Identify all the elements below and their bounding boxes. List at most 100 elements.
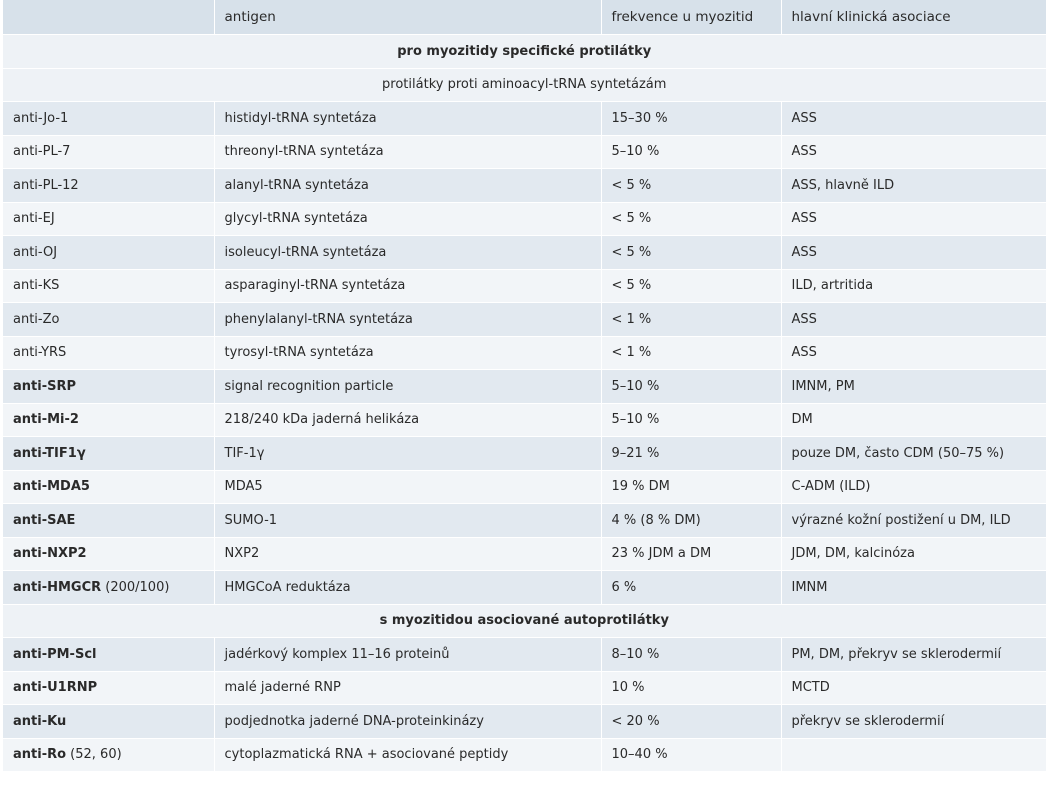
association-cell: ASS — [781, 302, 1047, 337]
header-antibody — [3, 0, 215, 35]
antibody-cell: anti-TIF1γ — [3, 436, 215, 471]
frequency-cell: < 1 % — [601, 302, 782, 337]
section-subtitle: protilátky proti aminoacyl-tRNA syntetáz… — [3, 68, 1047, 102]
antigen-cell: podjednotka jaderné DNA-proteinkinázy — [214, 704, 602, 739]
association-cell: překryv se sklerodermií — [781, 704, 1047, 739]
frequency-cell: 4 % (8 % DM) — [601, 503, 782, 538]
antibody-cell: anti-PL-7 — [3, 135, 215, 169]
table-row: anti-Ro (52, 60) cytoplazmatická RNA + a… — [3, 738, 1047, 772]
antibody-suffix: (200/100) — [101, 579, 170, 595]
antigen-cell: histidyl-tRNA syntetáza — [214, 101, 602, 136]
header-frequency: frekvence u myozitid — [601, 0, 782, 35]
antigen-cell: tyrosyl-tRNA syntetáza — [214, 336, 602, 370]
antibody-cell: anti-Jo-1 — [3, 101, 215, 136]
table-row: anti-HMGCR (200/100) HMGCoA reduktáza 6 … — [3, 570, 1047, 605]
antibody-name: anti-Ro — [13, 747, 67, 763]
table-row: anti-OJ isoleucyl-tRNA syntetáza < 5 % A… — [3, 235, 1047, 270]
table-row: anti-EJ glycyl-tRNA syntetáza < 5 % ASS — [3, 202, 1047, 236]
table-row: anti-Mi-2 218/240 kDa jaderná helikáza 5… — [3, 403, 1047, 437]
antibody-cell: anti-Zo — [3, 302, 215, 337]
table-row: anti-SAE SUMO-1 4 % (8 % DM) výrazné kož… — [3, 503, 1047, 538]
frequency-cell: 5–10 % — [601, 135, 782, 169]
association-cell: ASS — [781, 336, 1047, 370]
association-cell: pouze DM, často CDM (50–75 %) — [781, 436, 1047, 471]
association-cell — [781, 738, 1047, 772]
table-row: anti-YRS tyrosyl-tRNA syntetáza < 1 % AS… — [3, 336, 1047, 370]
association-cell: ILD, artritida — [781, 269, 1047, 303]
association-cell: ASS — [781, 135, 1047, 169]
antigen-cell: threonyl-tRNA syntetáza — [214, 135, 602, 169]
frequency-cell: 6 % — [601, 570, 782, 605]
antibody-cell: anti-SAE — [3, 503, 215, 538]
myositis-antibody-table: antigen frekvence u myozitid hlavní klin… — [3, 0, 1047, 772]
antibody-cell: anti-PL-12 — [3, 168, 215, 203]
antibody-cell: anti-YRS — [3, 336, 215, 370]
antigen-cell: 218/240 kDa jaderná helikáza — [214, 403, 602, 437]
antibody-cell: anti-KS — [3, 269, 215, 303]
table-row: anti-MDA5 MDA5 19 % DM C-ADM (ILD) — [3, 470, 1047, 504]
antigen-cell: alanyl-tRNA syntetáza — [214, 168, 602, 203]
frequency-cell: 10 % — [601, 671, 782, 705]
association-cell: ASS — [781, 101, 1047, 136]
frequency-cell: 15–30 % — [601, 101, 782, 136]
antibody-cell: anti-OJ — [3, 235, 215, 270]
association-cell: ASS — [781, 235, 1047, 270]
table-container: antigen frekvence u myozitid hlavní klin… — [3, 0, 1047, 772]
antibody-cell: anti-Ku — [3, 704, 215, 739]
association-cell: C-ADM (ILD) — [781, 470, 1047, 504]
table-row: anti-SRP signal recognition particle 5–1… — [3, 369, 1047, 404]
section-title: pro myozitidy specifické protilátky — [3, 34, 1047, 69]
section-row-specific: pro myozitidy specifické protilátky — [3, 34, 1047, 69]
frequency-cell: < 5 % — [601, 202, 782, 236]
section-row-associated: s myozitidou asociované autoprotilátky — [3, 604, 1047, 638]
header-antigen: antigen — [214, 0, 602, 35]
antibody-cell: anti-SRP — [3, 369, 215, 404]
frequency-cell: 5–10 % — [601, 403, 782, 437]
antigen-cell: SUMO-1 — [214, 503, 602, 538]
table-row: anti-U1RNP malé jaderné RNP 10 % MCTD — [3, 671, 1047, 705]
frequency-cell: < 5 % — [601, 235, 782, 270]
section-row-synthetase: protilátky proti aminoacyl-tRNA syntetáz… — [3, 68, 1047, 102]
association-cell: IMNM, PM — [781, 369, 1047, 404]
association-cell: výrazné kožní postižení u DM, ILD — [781, 503, 1047, 538]
antibody-cell: anti-U1RNP — [3, 671, 215, 705]
association-cell: PM, DM, překryv se sklerodermií — [781, 637, 1047, 672]
antibody-name: anti-HMGCR — [13, 579, 102, 595]
header-association: hlavní klinická asociace — [781, 0, 1047, 35]
antibody-cell: anti-MDA5 — [3, 470, 215, 504]
antigen-cell: phenylalanyl-tRNA syntetáza — [214, 302, 602, 337]
association-cell: ASS, hlavně ILD — [781, 168, 1047, 203]
table-row: anti-PL-7 threonyl-tRNA syntetáza 5–10 %… — [3, 135, 1047, 169]
frequency-cell: 9–21 % — [601, 436, 782, 471]
antibody-cell: anti-Mi-2 — [3, 403, 215, 437]
association-cell: ASS — [781, 202, 1047, 236]
frequency-cell: < 5 % — [601, 269, 782, 303]
antigen-cell: NXP2 — [214, 537, 602, 571]
antigen-cell: cytoplazmatická RNA + asociované peptidy — [214, 738, 602, 772]
frequency-cell: 10–40 % — [601, 738, 782, 772]
association-cell: JDM, DM, kalcinóza — [781, 537, 1047, 571]
association-cell: IMNM — [781, 570, 1047, 605]
antigen-cell: MDA5 — [214, 470, 602, 504]
table-row: anti-Jo-1 histidyl-tRNA syntetáza 15–30 … — [3, 101, 1047, 136]
antigen-cell: TIF-1γ — [214, 436, 602, 471]
frequency-cell: < 20 % — [601, 704, 782, 739]
antibody-cell: anti-HMGCR (200/100) — [3, 570, 215, 605]
antigen-cell: glycyl-tRNA syntetáza — [214, 202, 602, 236]
table-row: anti-Zo phenylalanyl-tRNA syntetáza < 1 … — [3, 302, 1047, 337]
antibody-cell: anti-PM-Scl — [3, 637, 215, 672]
header-row: antigen frekvence u myozitid hlavní klin… — [3, 0, 1047, 35]
table-row: anti-Ku podjednotka jaderné DNA-proteink… — [3, 704, 1047, 739]
antibody-cell: anti-NXP2 — [3, 537, 215, 571]
frequency-cell: < 1 % — [601, 336, 782, 370]
antigen-cell: asparaginyl-tRNA syntetáza — [214, 269, 602, 303]
table-row: anti-PM-Scl jadérkový komplex 11–16 prot… — [3, 637, 1047, 672]
table-row: anti-NXP2 NXP2 23 % JDM a DM JDM, DM, ka… — [3, 537, 1047, 571]
frequency-cell: 8–10 % — [601, 637, 782, 672]
frequency-cell: < 5 % — [601, 168, 782, 203]
frequency-cell: 19 % DM — [601, 470, 782, 504]
frequency-cell: 23 % JDM a DM — [601, 537, 782, 571]
antibody-cell: anti-EJ — [3, 202, 215, 236]
frequency-cell: 5–10 % — [601, 369, 782, 404]
section-title: s myozitidou asociované autoprotilátky — [3, 604, 1047, 638]
